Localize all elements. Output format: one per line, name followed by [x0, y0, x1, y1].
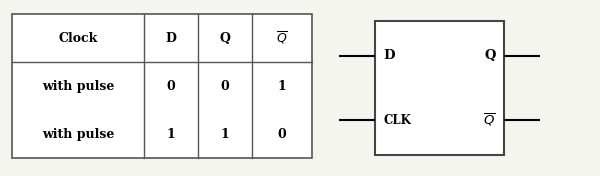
Text: 1: 1	[278, 80, 286, 93]
Text: $\overline{Q}$: $\overline{Q}$	[276, 30, 288, 46]
Text: 0: 0	[221, 80, 229, 93]
Bar	[375, 21, 504, 155]
Text: Clock: Clock	[58, 32, 98, 45]
Text: with pulse: with pulse	[42, 80, 114, 93]
Text: $\overline{Q}$: $\overline{Q}$	[483, 112, 496, 128]
Text: with pulse: with pulse	[42, 128, 114, 141]
Text: 0: 0	[278, 128, 286, 141]
Text: Q: Q	[484, 49, 496, 62]
Text: D: D	[383, 49, 395, 62]
Text: 0: 0	[167, 80, 175, 93]
Text: CLK: CLK	[383, 114, 411, 127]
Bar	[12, 14, 312, 158]
Text: 1: 1	[221, 128, 229, 141]
Text: 1: 1	[167, 128, 175, 141]
Text: D: D	[166, 32, 176, 45]
Text: Q: Q	[220, 32, 230, 45]
